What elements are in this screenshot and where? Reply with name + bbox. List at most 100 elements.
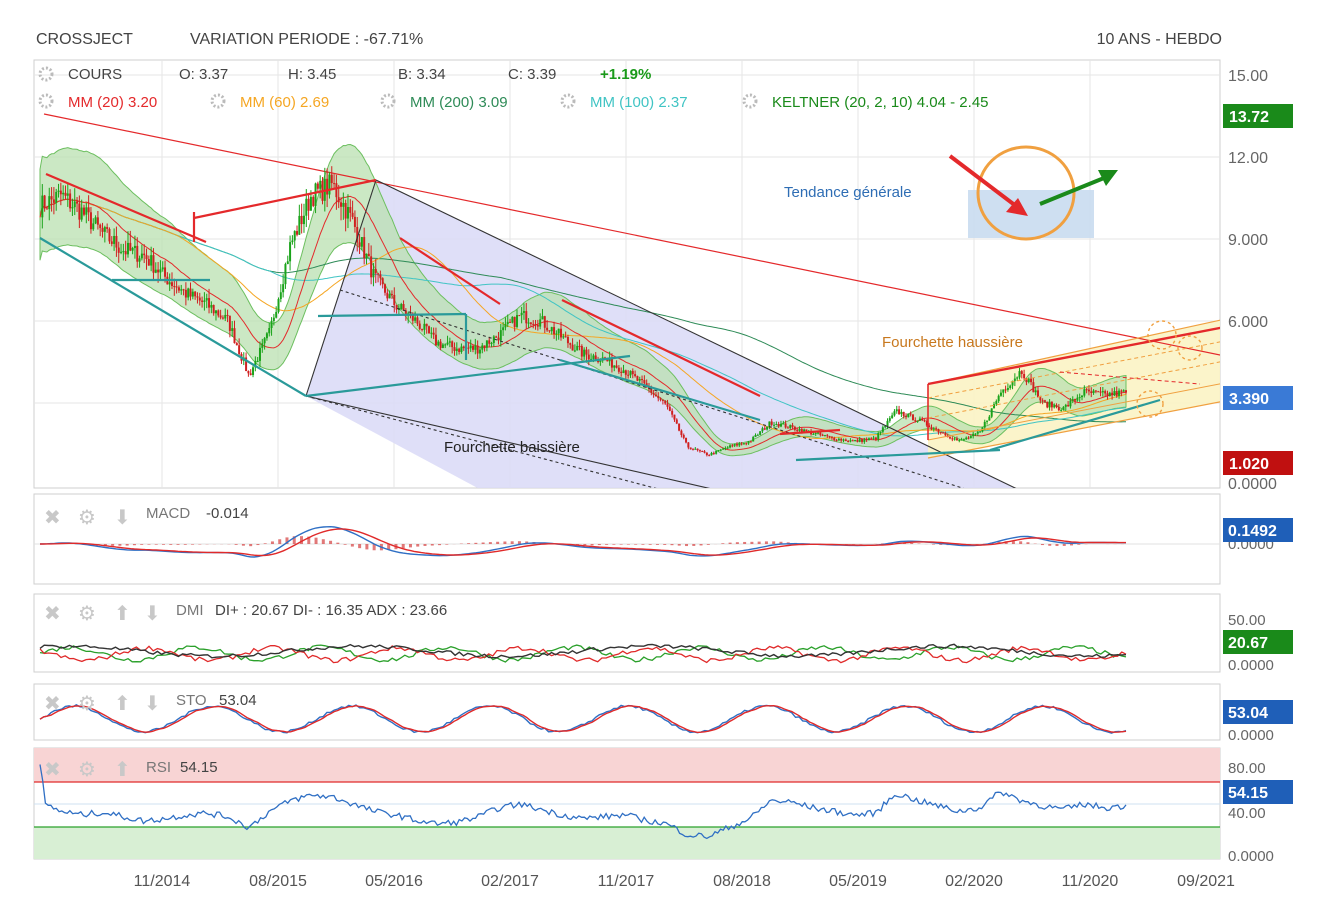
candle-body (627, 374, 630, 376)
gear-icon[interactable] (380, 93, 396, 109)
arrow-down-icon[interactable]: ⬇ (114, 507, 131, 529)
macd-bar (1048, 544, 1052, 546)
macd-bar (118, 544, 122, 546)
candle-body (50, 196, 53, 200)
candle-body (560, 328, 563, 338)
macd-bar (241, 544, 245, 546)
candle-body (94, 217, 97, 224)
gear-icon[interactable] (38, 93, 54, 109)
candle-body (842, 439, 845, 441)
candle-body (877, 433, 880, 440)
candle-body (1053, 405, 1056, 408)
candle-body (126, 242, 129, 255)
gear-icon[interactable] (38, 66, 54, 82)
candle-body (136, 245, 139, 262)
candle-body (805, 429, 808, 432)
dmi-axis-tick: 50.00 (1228, 612, 1266, 629)
candle-body (106, 227, 109, 229)
sto-label: STO (176, 692, 207, 709)
macd-bar (140, 544, 144, 545)
candle-body (307, 198, 310, 211)
candle-body (360, 237, 363, 247)
indicator-legend: MM (20) 3.20 MM (60) 2.69 MM (200) 3.09 MM … (38, 93, 989, 111)
gear-icon[interactable] (560, 93, 576, 109)
macd-bar (292, 536, 296, 544)
macd-bar (270, 541, 274, 544)
close-icon[interactable]: ✖ (44, 507, 61, 529)
candle-body (826, 435, 829, 437)
arrow-up-icon[interactable]: ⬆ (114, 759, 131, 781)
macd-badge-text: 0.1492 (1228, 523, 1277, 540)
close-icon[interactable]: ✖ (44, 759, 61, 781)
gear-icon[interactable] (742, 93, 758, 109)
macd-bar (779, 541, 783, 544)
indicator-legend-item[interactable]: MM (200) 3.09 (380, 93, 508, 111)
candle-body (270, 320, 273, 328)
macd-bar (605, 544, 609, 545)
candle-body (823, 435, 826, 437)
candle-body (1104, 391, 1107, 394)
candle-body (397, 308, 400, 310)
candle-body (942, 432, 945, 434)
candle-body (265, 333, 268, 339)
candle-body (117, 247, 120, 253)
candle-body (41, 195, 44, 218)
candle-body (453, 347, 456, 351)
macd-bar (583, 544, 587, 546)
gear-icon[interactable]: ⚙ (78, 693, 96, 715)
candle-body (351, 212, 354, 217)
gear-icon[interactable] (210, 93, 226, 109)
candle-body (835, 440, 838, 442)
candle-body (696, 448, 699, 451)
price-axis-tick: 6.000 (1228, 314, 1268, 331)
candle-body (291, 240, 294, 243)
candle-body (379, 274, 382, 279)
candle-body (363, 237, 366, 259)
indicator-legend-item[interactable]: MM (20) 3.20 (38, 93, 157, 111)
candle-body (879, 431, 882, 434)
candle-body (177, 287, 180, 291)
candle-body (782, 423, 785, 425)
indicator-legend-item[interactable]: MM (100) 2.37 (560, 93, 688, 111)
candle-body (404, 310, 407, 316)
candle-body (110, 241, 113, 244)
candle-body (1016, 377, 1019, 379)
candle-body (803, 429, 806, 433)
high-badge-text: 13.72 (1229, 109, 1269, 126)
period-label[interactable]: 10 ANS - HEBDO (1097, 31, 1222, 48)
candle-body (703, 451, 706, 453)
candle-body (768, 421, 771, 427)
candle-body (198, 297, 201, 301)
indicator-name: MM (20) 3.20 (68, 94, 157, 111)
arrow-up-icon[interactable]: ⬆ (114, 693, 131, 715)
general-trend-label: Tendance générale (784, 184, 912, 201)
candle-body (898, 409, 901, 415)
macd-bar (525, 541, 529, 544)
candle-body (509, 321, 512, 323)
indicator-value: 2.69 (300, 94, 329, 111)
indicator-legend-item[interactable]: KELTNER (20, 2, 10) 4.04 - 2.45 (742, 93, 989, 111)
ma20-line (39, 195, 1127, 451)
candle-body (976, 431, 979, 434)
candle-body (319, 180, 322, 189)
close-value: C: 3.39 (508, 66, 556, 83)
macd-signal-line (40, 528, 1126, 557)
close-icon[interactable]: ✖ (44, 693, 61, 715)
candle-body (893, 411, 896, 416)
arrow-up-icon[interactable]: ⬆ (114, 603, 131, 625)
gear-icon[interactable]: ⚙ (78, 507, 96, 529)
candle-body (557, 328, 560, 334)
rsi-toolbar: ✖ ⚙ ⬆ RSI 54.15 (44, 759, 218, 781)
arrow-down-icon[interactable]: ⬇ (144, 693, 161, 715)
gear-icon[interactable]: ⚙ (78, 603, 96, 625)
arrow-down-icon[interactable]: ⬇ (144, 603, 161, 625)
candle-body (654, 394, 657, 397)
candle-body (513, 316, 516, 327)
candle-body (221, 317, 224, 319)
macd-bar (728, 542, 732, 544)
close-icon[interactable]: ✖ (44, 603, 61, 625)
indicator-legend-item[interactable]: MM (60) 2.69 (210, 93, 329, 111)
candle-body (261, 343, 264, 348)
gear-icon[interactable]: ⚙ (78, 759, 96, 781)
